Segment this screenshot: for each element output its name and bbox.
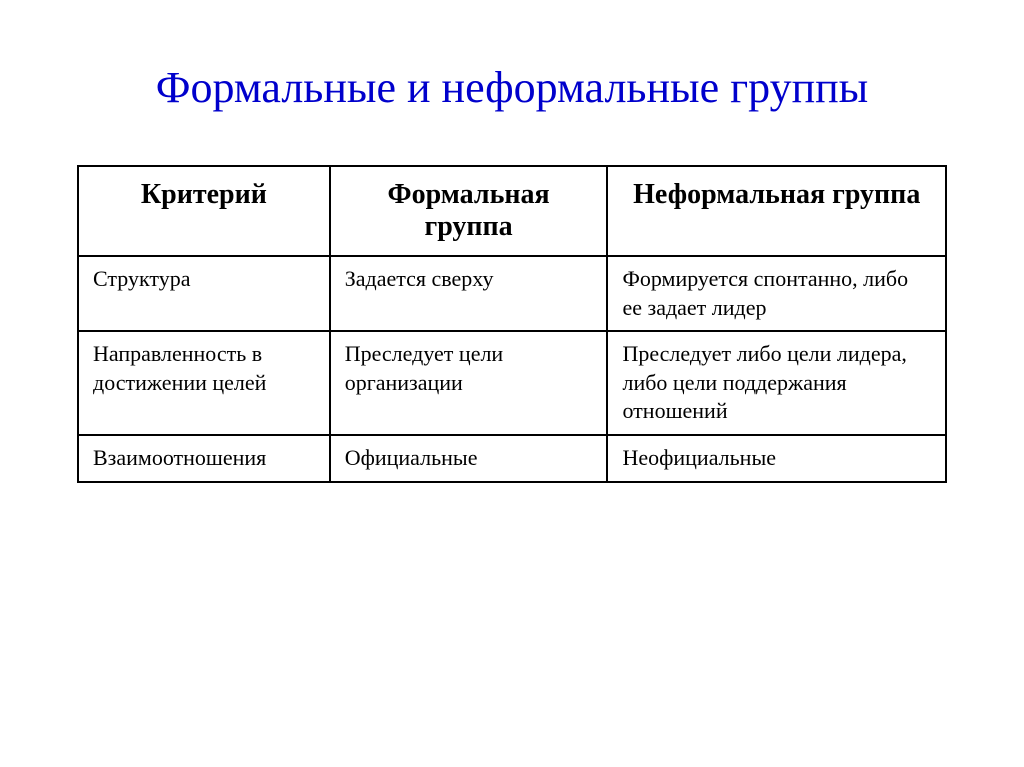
header-criterion: Критерий [78,166,330,256]
table-row: Структура Задается сверху Формируется сп… [78,256,946,331]
cell-informal: Неофициальные [607,435,946,482]
cell-criterion: Направленность в достижении целей [78,331,330,435]
cell-criterion: Структура [78,256,330,331]
table-row: Направленность в достижении целей Пресле… [78,331,946,435]
cell-criterion: Взаимоотношения [78,435,330,482]
header-informal: Неформальная группа [607,166,946,256]
cell-formal: Задается сверху [330,256,608,331]
cell-formal: Официальные [330,435,608,482]
header-formal: Формальная группа [330,166,608,256]
cell-formal: Преследует цели организации [330,331,608,435]
cell-informal: Формируется спонтанно, либо ее задает ли… [607,256,946,331]
comparison-table: Критерий Формальная группа Неформальная … [77,165,947,483]
table-row: Взаимоотношения Официальные Неофициальны… [78,435,946,482]
table-header-row: Критерий Формальная группа Неформальная … [78,166,946,256]
cell-informal: Преследует либо цели лидера, либо цели п… [607,331,946,435]
page-title: Формальные и неформальные группы [156,60,868,115]
